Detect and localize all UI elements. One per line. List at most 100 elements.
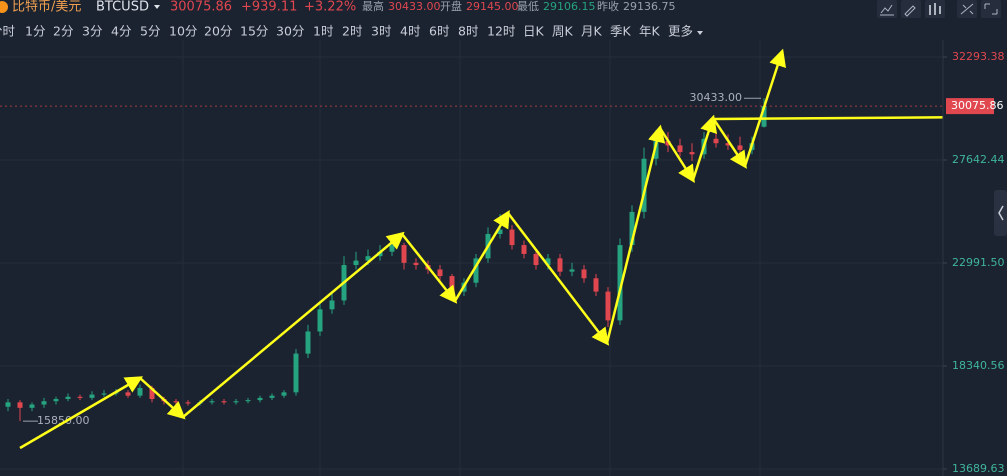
timeframe[interactable]: 1分 [25, 24, 45, 39]
timeframe[interactable]: 3分 [82, 24, 102, 39]
change: +939.11 [241, 0, 297, 15]
candle-body [449, 276, 455, 292]
tool-button[interactable] [981, 0, 1001, 18]
candle-body [125, 392, 131, 396]
stat-label: 开盘 [440, 0, 462, 13]
stat-label: 最高 [362, 0, 384, 13]
candle-body [689, 152, 695, 155]
y-tick-label: 22991.50 [952, 256, 1005, 269]
change-pct: +3.22% [304, 0, 356, 15]
candle-body [737, 145, 743, 150]
timeframe[interactable]: 1时 [313, 24, 334, 39]
more-caret [697, 31, 703, 35]
tool-button[interactable] [901, 0, 921, 18]
timeframe[interactable]: 3时 [371, 24, 392, 39]
timeframe[interactable]: 2分 [53, 24, 73, 39]
arrow [658, 127, 695, 183]
arrow [19, 376, 144, 450]
timeframe[interactable]: 月K [581, 24, 603, 39]
timeframe[interactable]: 分时 [0, 24, 16, 39]
candle-body [557, 258, 563, 272]
candle-body [665, 141, 671, 146]
header: 比特币/美元 BTCUSD 30075.86 +939.11 +3.22% [0, 0, 356, 15]
grid [0, 40, 943, 476]
timeframe[interactable]: 30分 [276, 24, 304, 39]
arrow [453, 210, 510, 302]
coin-icon [0, 1, 8, 13]
timeframe-bar: 分时 1分 2分 3分 4分 5分 10分 20分 15分 30分 1时 2时 3时 4时 6时 8时 12时日… [0, 24, 703, 39]
arrow [711, 117, 747, 169]
candle-body [233, 401, 239, 403]
candle-body [713, 138, 719, 144]
candle-body [581, 269, 587, 279]
timeframe[interactable]: 2时 [342, 24, 363, 39]
side-panel-toggle[interactable] [994, 190, 1007, 236]
timeframe[interactable]: 20分 [204, 24, 232, 39]
timeframe[interactable]: 年K [639, 24, 661, 39]
candle-body [65, 396, 71, 400]
y-tick-label: 13689.63 [952, 462, 1005, 475]
timeframe[interactable]: 12时 [487, 24, 516, 39]
tool-icon [960, 3, 974, 15]
candle-body [137, 387, 143, 396]
side-panel-icon [998, 205, 1004, 221]
price: 30075.86 [170, 0, 232, 15]
candle-body [473, 258, 479, 283]
candle-body [617, 245, 623, 321]
candle-body [353, 260, 359, 266]
arrow [182, 231, 405, 418]
low-label: 15850.00 [37, 414, 90, 427]
tool-button[interactable] [877, 0, 897, 18]
timeframe[interactable]: 季K [610, 24, 632, 39]
instrument-name: 比特币/美元 [12, 0, 81, 15]
last-price-box [946, 98, 994, 115]
arrow [507, 212, 610, 346]
candle-body [401, 245, 407, 263]
candle-body [209, 401, 215, 403]
candle-body [509, 229, 515, 246]
candle-body [389, 245, 395, 252]
candle-body [101, 393, 107, 395]
timeframe[interactable]: 更多 [668, 24, 693, 39]
candle-body [641, 158, 647, 212]
candle-body [413, 262, 419, 266]
timeframe[interactable]: 周K [552, 24, 574, 39]
stat-label: 最低 [517, 0, 539, 13]
timeframe[interactable]: 4分 [111, 24, 131, 39]
candle-body [29, 404, 35, 408]
candle-body [53, 399, 59, 402]
candle-body [725, 143, 731, 146]
timeframe[interactable]: 8时 [458, 24, 479, 39]
last-price-label: 30075.86 [951, 99, 1004, 112]
candle-body [5, 402, 11, 407]
stat-value: 29136.75 [623, 0, 676, 13]
candle-body [77, 396, 83, 398]
stat-value: 30433.00 [388, 0, 441, 13]
price-axis: 32293.38 27642.44 22991.50 18340.56 13689.63… [943, 50, 1005, 475]
y-tick-label: 32293.38 [952, 50, 1005, 63]
symbol[interactable]: BTCUSD [96, 0, 149, 15]
candle-body [653, 141, 659, 159]
candle-body [293, 353, 299, 393]
tool-icon [880, 4, 894, 16]
trend-annotation [19, 48, 989, 450]
candles: 30433.00 15850.00 [0, 91, 943, 427]
tools [877, 0, 1001, 18]
timeframe[interactable]: 15分 [240, 24, 268, 39]
candle-body [629, 211, 635, 246]
stat-value: 29106.15 [543, 0, 596, 13]
candle-body [305, 331, 311, 354]
candle-body [569, 269, 575, 272]
candle-body [257, 397, 263, 401]
timeframe[interactable]: 日K [523, 24, 545, 39]
timeframe[interactable]: 6时 [429, 24, 450, 39]
timeframe[interactable]: 4时 [400, 24, 421, 39]
symbol-caret [154, 5, 160, 9]
tool-icon [904, 5, 916, 17]
candle-body [761, 106, 767, 127]
timeframe[interactable]: 5分 [140, 24, 160, 39]
arrow [139, 377, 186, 420]
candle-body [149, 387, 155, 400]
timeframe[interactable]: 10分 [169, 24, 197, 39]
high-label: 30433.00 [690, 91, 743, 104]
